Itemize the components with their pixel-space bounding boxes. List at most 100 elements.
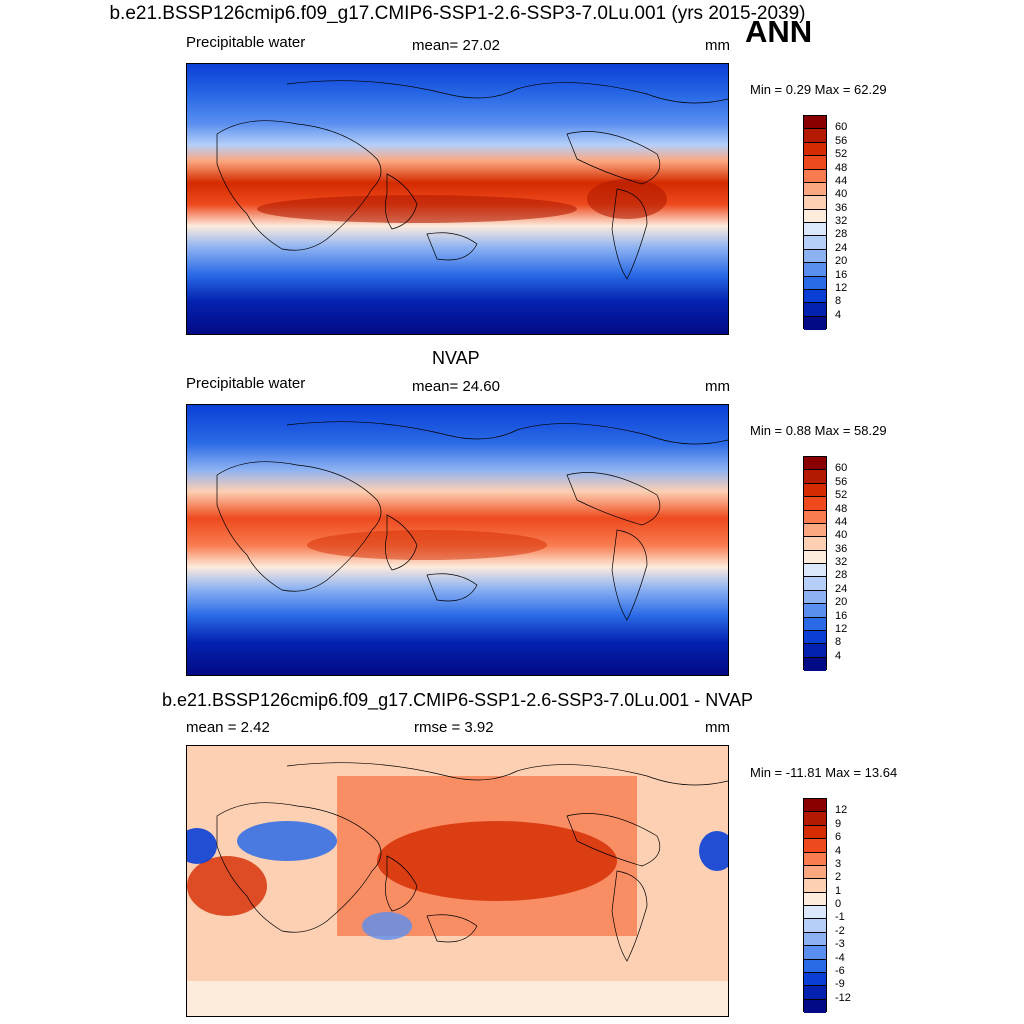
colorbar-tick-label: 8 <box>835 636 842 649</box>
panel-diff-map <box>186 745 729 1017</box>
colorbar-tick-label: 20 <box>835 596 848 609</box>
colorbar-swatch <box>804 879 826 893</box>
colorbar-swatch <box>804 510 826 524</box>
colorbar-swatch <box>804 972 826 987</box>
colorbar-tick-label: 32 <box>835 215 848 227</box>
panel-diff-mean-label: mean = 2.42 <box>186 719 270 736</box>
colorbar-tick-label: 12 <box>835 622 848 635</box>
colorbar-swatch <box>804 617 826 631</box>
colorbar-swatch <box>804 550 826 564</box>
colorbar-swatch <box>804 129 826 143</box>
colorbar-tick-label: 9 <box>835 817 842 830</box>
colorbar-tick-label: -6 <box>835 964 845 977</box>
colorbar-tick-label: 24 <box>835 241 848 254</box>
colorbar-tick-label: 60 <box>835 462 848 475</box>
panel-obs-colorbar <box>803 456 827 671</box>
colorbar-tick-label: -12 <box>835 991 851 1004</box>
colorbar-swatch <box>804 303 826 317</box>
colorbar-tick-label: 1 <box>835 884 842 897</box>
panel-model-variable-label: Precipitable water <box>186 34 306 51</box>
panel-diff-minmax: Min = -11.81 Max = 13.64 <box>750 765 898 780</box>
colorbar-tick-label: 6 <box>835 831 842 844</box>
panel-obs-units: mm <box>705 378 730 395</box>
panel-obs-map <box>186 404 729 676</box>
colorbar-swatch <box>804 196 826 210</box>
colorbar-swatch <box>804 657 826 671</box>
colorbar-swatch <box>804 604 826 618</box>
colorbar-swatch <box>804 852 826 866</box>
colorbar-swatch <box>804 289 826 304</box>
colorbar-tick-label: 40 <box>835 188 848 201</box>
colorbar-swatch <box>804 590 826 605</box>
colorbar-swatch <box>804 483 826 498</box>
colorbar-tick-label: -4 <box>835 951 845 964</box>
colorbar-swatch <box>804 169 826 183</box>
colorbar-tick-label: -9 <box>835 978 845 991</box>
colorbar-tick-label: 4 <box>835 649 842 662</box>
colorbar-swatch <box>804 564 826 578</box>
colorbar-tick-label: 44 <box>835 174 848 187</box>
colorbar-tick-label: 4 <box>835 844 842 857</box>
colorbar-tick-label: 52 <box>835 148 848 161</box>
panel-model-units: mm <box>705 37 730 54</box>
colorbar-tick-label: 0 <box>835 898 842 910</box>
colorbar-swatch <box>804 799 826 813</box>
colorbar-tick-label: 36 <box>835 201 848 214</box>
colorbar-swatch <box>804 986 826 1000</box>
colorbar-tick-label: 56 <box>835 475 848 488</box>
colorbar-swatch <box>804 959 826 973</box>
colorbar-swatch <box>804 999 826 1013</box>
colorbar-swatch <box>804 577 826 591</box>
colorbar-tick-label: 2 <box>835 871 842 884</box>
colorbar-tick-label: 28 <box>835 228 848 241</box>
colorbar-swatch <box>804 537 826 551</box>
colorbar-swatch <box>804 156 826 170</box>
season-label: ANN <box>745 14 813 49</box>
panel-diff-units: mm <box>705 719 730 736</box>
colorbar-tick-label: 12 <box>835 281 848 294</box>
colorbar-tick-label: 24 <box>835 582 848 595</box>
panel-obs-mean-label: mean= 24.60 <box>412 378 500 395</box>
colorbar-tick-label: -2 <box>835 924 845 937</box>
colorbar-swatch <box>804 209 826 223</box>
colorbar-tick-label: 12 <box>835 804 848 817</box>
colorbar-tick-label: 3 <box>835 857 842 870</box>
colorbar-tick-label: 48 <box>835 502 848 515</box>
colorbar-tick-label: 56 <box>835 134 848 147</box>
panel-diff-heading: b.e21.BSSP126cmip6.f09_g17.CMIP6-SSP1-2.… <box>161 690 753 710</box>
colorbar-swatch <box>804 630 826 645</box>
colorbar-tick-label: -3 <box>835 938 845 951</box>
colorbar-tick-label: 20 <box>835 255 848 268</box>
colorbar-tick-label: 16 <box>835 268 848 281</box>
colorbar-tick-label: 40 <box>835 529 848 542</box>
panel-obs-variable-label: Precipitable water <box>186 375 306 392</box>
panel-model-map <box>186 63 729 335</box>
colorbar-tick-label: 32 <box>835 556 848 568</box>
colorbar-swatch <box>804 812 826 826</box>
colorbar-swatch <box>804 470 826 484</box>
figure-title: b.e21.BSSP126cmip6.f09_g17.CMIP6-SSP1-2.… <box>109 3 806 24</box>
panel-obs-heading: NVAP <box>432 348 480 368</box>
colorbar-tick-label: 52 <box>835 489 848 502</box>
panel-diff-colorbar <box>803 798 827 1013</box>
colorbar-tick-label: 48 <box>835 161 848 174</box>
colorbar-swatch <box>804 236 826 250</box>
colorbar-tick-label: 28 <box>835 569 848 582</box>
colorbar-tick-label: 16 <box>835 609 848 622</box>
colorbar-tick-label: -1 <box>835 911 845 924</box>
colorbar-swatch <box>804 825 826 840</box>
colorbar-swatch <box>804 919 826 933</box>
colorbar-swatch <box>804 263 826 277</box>
colorbar-tick-label: 44 <box>835 515 848 528</box>
colorbar-swatch <box>804 316 826 330</box>
colorbar-swatch <box>804 839 826 853</box>
colorbar-swatch <box>804 142 826 157</box>
colorbar-swatch <box>804 223 826 237</box>
panel-obs-minmax: Min = 0.88 Max = 58.29 <box>750 423 887 438</box>
colorbar-tick-label: 36 <box>835 542 848 555</box>
colorbar-swatch <box>804 932 826 947</box>
colorbar-tick-label: 60 <box>835 121 848 134</box>
colorbar-tick-label: 8 <box>835 295 842 308</box>
colorbar-swatch <box>804 644 826 658</box>
colorbar-swatch <box>804 116 826 130</box>
